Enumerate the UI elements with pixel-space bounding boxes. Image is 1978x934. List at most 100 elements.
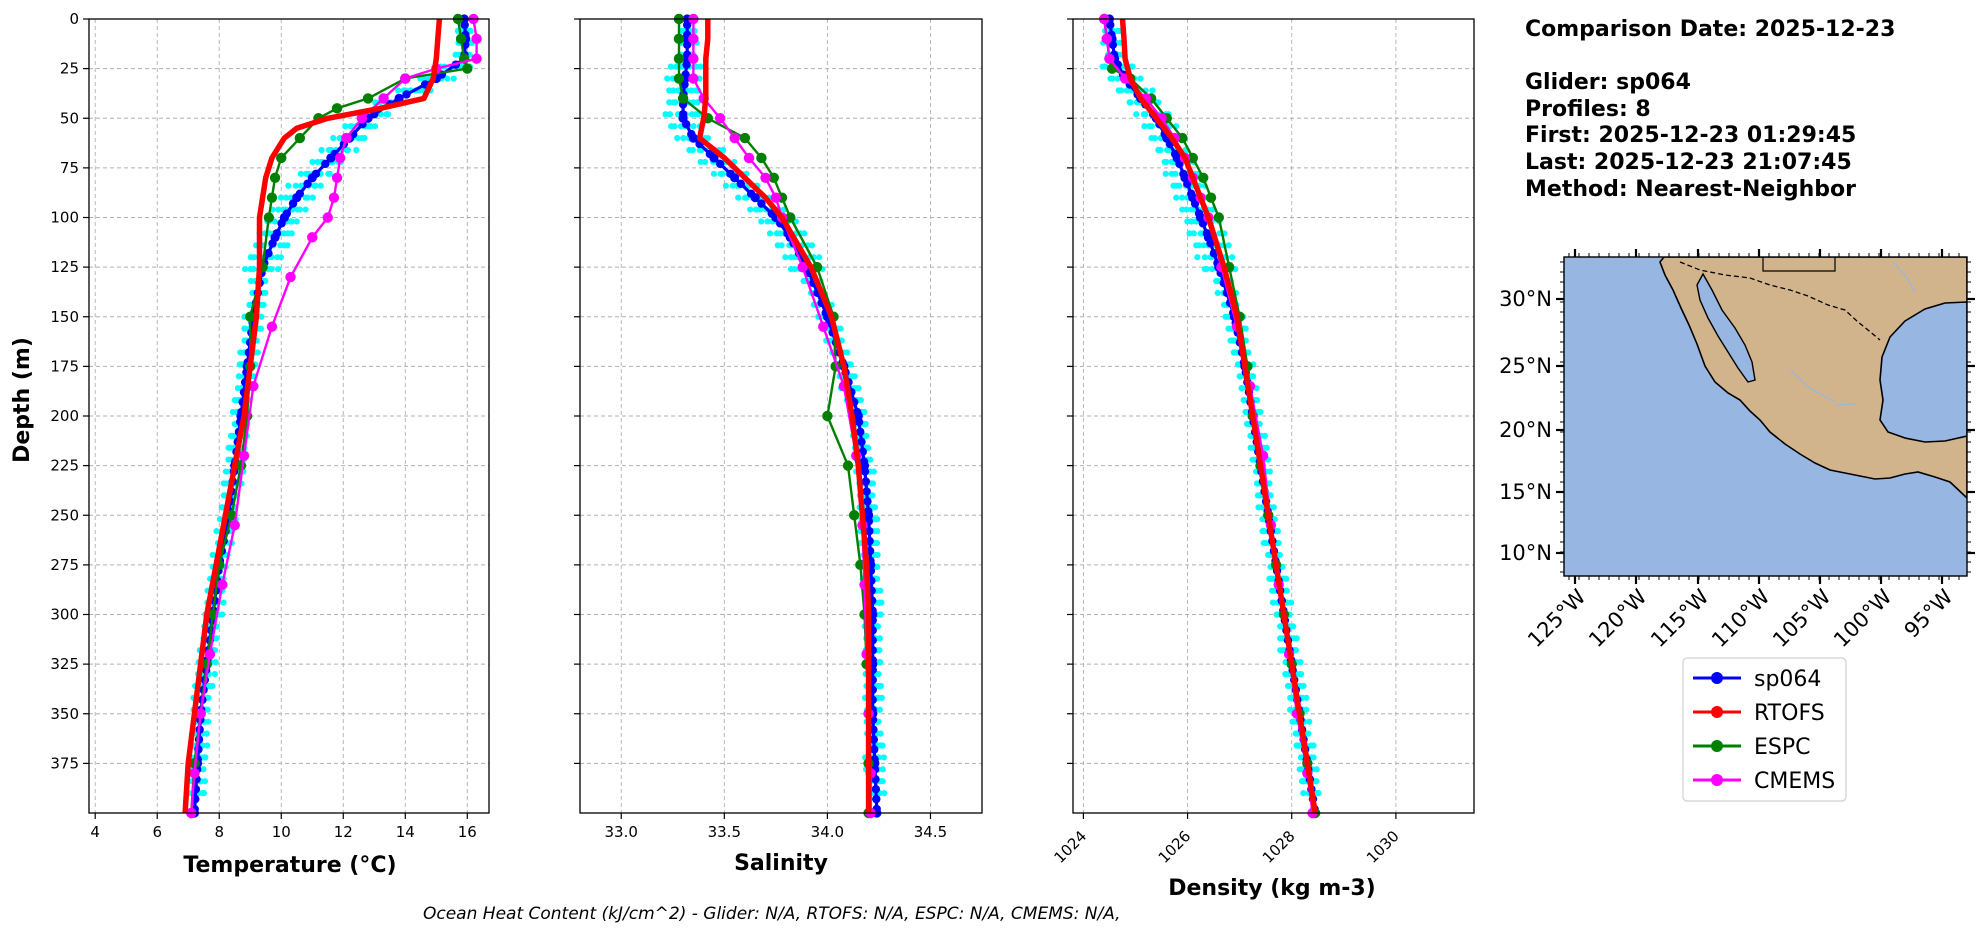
- glider-profile-point: [260, 301, 267, 308]
- series-point-espc: [822, 410, 833, 422]
- series-point-sp064-dense: [746, 189, 756, 198]
- glider-profile-point: [277, 194, 285, 201]
- glider-profile-point: [869, 492, 876, 499]
- glider-profile-point: [870, 468, 877, 475]
- glider-profile-point: [720, 146, 727, 154]
- series-point-espc: [673, 33, 685, 45]
- series-point-espc: [1177, 132, 1188, 144]
- y-tick-label: 25: [60, 60, 79, 78]
- glider-profile-point: [667, 63, 674, 70]
- series-point-cmems: [471, 53, 482, 64]
- glider-profile-point: [211, 670, 218, 678]
- glider-profile-point: [288, 230, 295, 237]
- series-line-rtofs: [696, 19, 872, 813]
- x-tick-label: 1026: [1155, 827, 1195, 867]
- glider-profile-point: [296, 206, 303, 213]
- glider-profile-point: [877, 587, 884, 594]
- glider-profile-point: [344, 146, 352, 154]
- glider-profile-point: [865, 444, 872, 451]
- map-lon-label: 105°W: [1768, 584, 1836, 652]
- series-point-sp064-dense: [854, 417, 864, 427]
- series-point-sp064-dense: [757, 199, 766, 208]
- glider-profile-point: [257, 325, 265, 332]
- glider-profile-point: [855, 385, 862, 392]
- y-tick-label: 300: [50, 606, 79, 624]
- y-tick-label: 125: [50, 258, 79, 276]
- glider-profile-point: [1283, 575, 1290, 582]
- glider-profile-point: [1214, 289, 1221, 297]
- glider-profile-point: [1118, 87, 1125, 94]
- glider-profile-point: [1315, 790, 1322, 797]
- glider-profile-point: [1270, 504, 1277, 511]
- glider-profile-point: [873, 539, 881, 547]
- series-point-cmems: [189, 768, 200, 779]
- series-point-sp064-dense: [857, 437, 866, 447]
- glider-profile-point: [879, 778, 886, 785]
- last-time: Last: 2025-12-23 21:07:45: [1525, 150, 1852, 175]
- series-point-espc: [1197, 172, 1209, 183]
- glider-profile-point: [1257, 408, 1264, 416]
- series-point-sp064-dense: [863, 497, 872, 506]
- glider-profile-point: [205, 718, 212, 725]
- glider-profile-point: [1298, 670, 1305, 678]
- series-point-sp064-dense: [321, 159, 330, 169]
- glider-profile-point: [209, 682, 216, 690]
- glider-profile-point: [844, 349, 851, 356]
- glider-profile-point: [1127, 99, 1134, 106]
- x-tick-label: 34.0: [811, 823, 844, 841]
- glider-profile-point: [868, 480, 875, 487]
- series-point-cmems: [400, 73, 411, 84]
- series-point-sp064-dense: [1108, 40, 1118, 50]
- map-frame: [1563, 256, 1968, 577]
- glider-profile-point: [851, 373, 858, 380]
- glider-profile-point: [757, 206, 764, 213]
- glider-profile-point: [1142, 111, 1149, 118]
- y-tick-label: 100: [50, 209, 79, 227]
- series-point-espc: [294, 132, 306, 144]
- glider-profile-point: [878, 599, 885, 606]
- glider-profile-point: [1240, 397, 1247, 404]
- series-point-espc: [1205, 192, 1217, 203]
- glider-profile-point: [1310, 742, 1317, 749]
- series-point-cmems: [688, 53, 699, 64]
- series-point-espc: [768, 172, 779, 183]
- glider-profile-point: [444, 75, 451, 82]
- density-axes-frame: [1072, 18, 1475, 814]
- glider-profile-point: [808, 242, 816, 249]
- series-point-sp064-dense: [865, 526, 874, 536]
- glider-profile-point: [1293, 635, 1300, 642]
- glider-profile-point: [791, 266, 798, 273]
- salinity-axes-frame: [579, 18, 983, 814]
- map-river: [1789, 261, 1916, 406]
- glider-profile-point: [213, 528, 220, 535]
- glider-profile-point: [304, 194, 311, 201]
- series-point-sp064-dense: [681, 120, 691, 129]
- x-tick-label: 14: [396, 823, 415, 841]
- series-point-espc: [756, 152, 767, 164]
- salinity-ticks: 33.0 33.5 34.0 34.5: [574, 18, 947, 841]
- glider-profile-point: [816, 254, 823, 261]
- glider-profile-point: [870, 504, 878, 511]
- glider-profile-point: [342, 123, 349, 130]
- series-point-sp064-dense: [687, 129, 696, 139]
- glider-profile-point: [690, 123, 697, 130]
- glider-profile-point: [875, 670, 882, 678]
- glider-profile-point: [1266, 480, 1273, 487]
- y-tick-label: 75: [60, 159, 79, 177]
- glider-profile-point: [450, 75, 457, 82]
- legend-box: [1682, 657, 1847, 802]
- series-point-espc: [1213, 212, 1225, 223]
- series-point-espc: [677, 93, 689, 104]
- glider-profile-point: [200, 766, 207, 773]
- glider-profile-point: [670, 87, 677, 94]
- glider-profile-point: [680, 135, 687, 142]
- series-point-espc: [785, 212, 796, 223]
- map-lat-label: 20°N: [1499, 418, 1552, 442]
- glider-profile-point: [1303, 694, 1310, 701]
- series-point-sp064-dense: [852, 407, 862, 417]
- glider-profile-point: [671, 123, 678, 130]
- series-point-espc: [269, 172, 281, 183]
- glider-profile-point: [222, 468, 230, 475]
- ocean-heat-content-note: Ocean Heat Content (kJ/cm^2) - Glider: N…: [423, 904, 1121, 924]
- map-land: [1659, 257, 1967, 500]
